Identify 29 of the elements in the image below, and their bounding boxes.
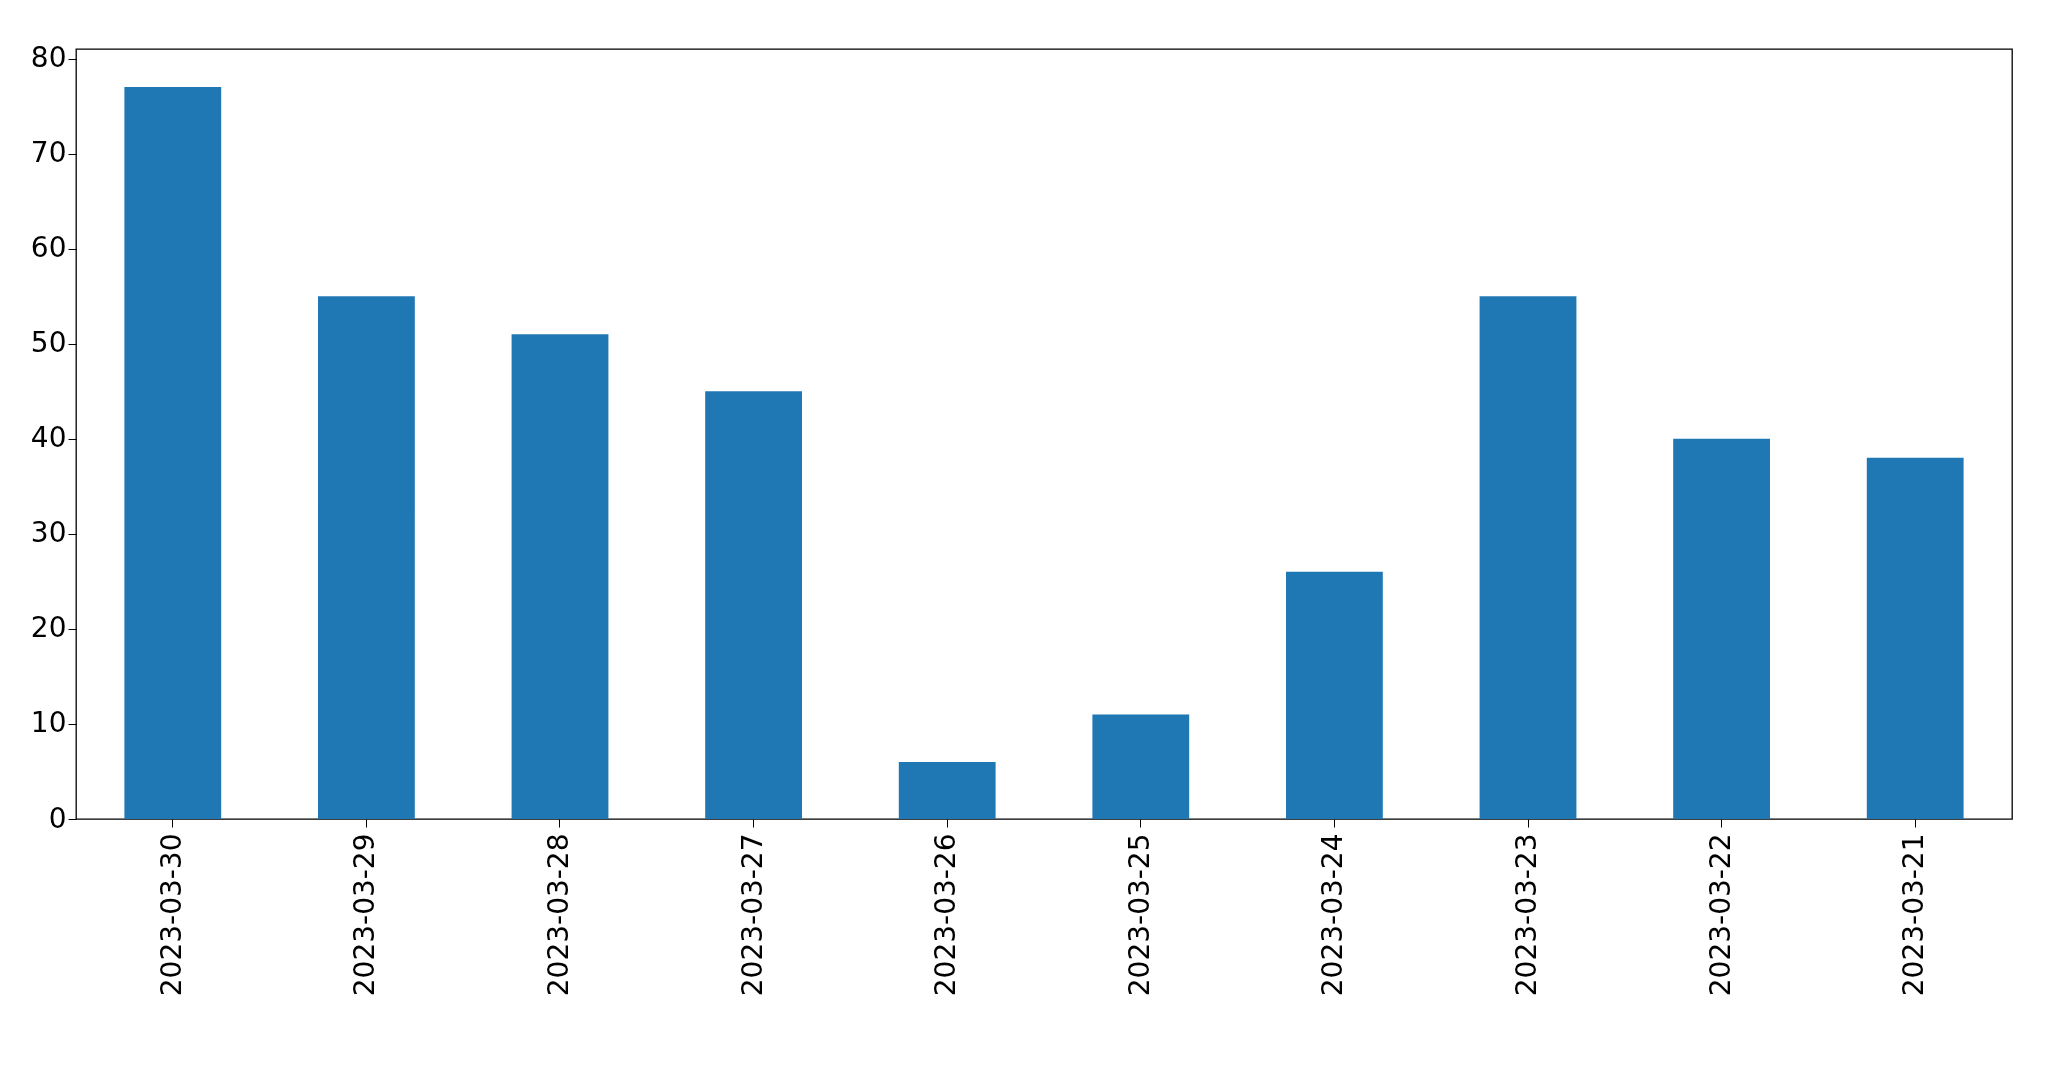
y-tick-label: 40 — [30, 421, 67, 455]
x-tick-label: 2023-03-26 — [929, 833, 963, 997]
bar — [511, 334, 609, 819]
x-tick-label: 2023-03-21 — [1897, 833, 1931, 997]
y-tick-label: 0 — [48, 801, 67, 835]
x-tick-label: 2023-03-30 — [154, 833, 188, 997]
x-tick-label: 2023-03-24 — [1316, 833, 1350, 997]
x-tick-label: 2023-03-29 — [348, 833, 382, 997]
x-tick-label: 2023-03-28 — [542, 833, 575, 997]
x-tick-label: 2023-03-25 — [1122, 833, 1156, 997]
x-tick-label: 2023-03-22 — [1703, 833, 1737, 997]
y-tick-label: 20 — [30, 611, 67, 645]
y-tick-label: 60 — [30, 231, 67, 265]
bar — [898, 761, 996, 819]
bar — [1673, 438, 1770, 819]
bar — [1092, 714, 1190, 819]
y-tick-label: 50 — [30, 326, 67, 360]
y-tick-label: 30 — [30, 516, 67, 550]
x-tick-label: 2023-03-27 — [735, 833, 769, 997]
bar — [318, 296, 415, 819]
x-tick-label: 2023-03-23 — [1510, 833, 1543, 997]
bar — [705, 391, 802, 819]
y-tick-label: 70 — [30, 136, 67, 170]
bar — [1866, 457, 1964, 819]
y-tick-label: 80 — [30, 41, 67, 75]
y-tick-label: 10 — [30, 706, 67, 740]
bar — [1479, 296, 1577, 819]
bar — [124, 87, 222, 819]
bar — [1286, 571, 1383, 819]
